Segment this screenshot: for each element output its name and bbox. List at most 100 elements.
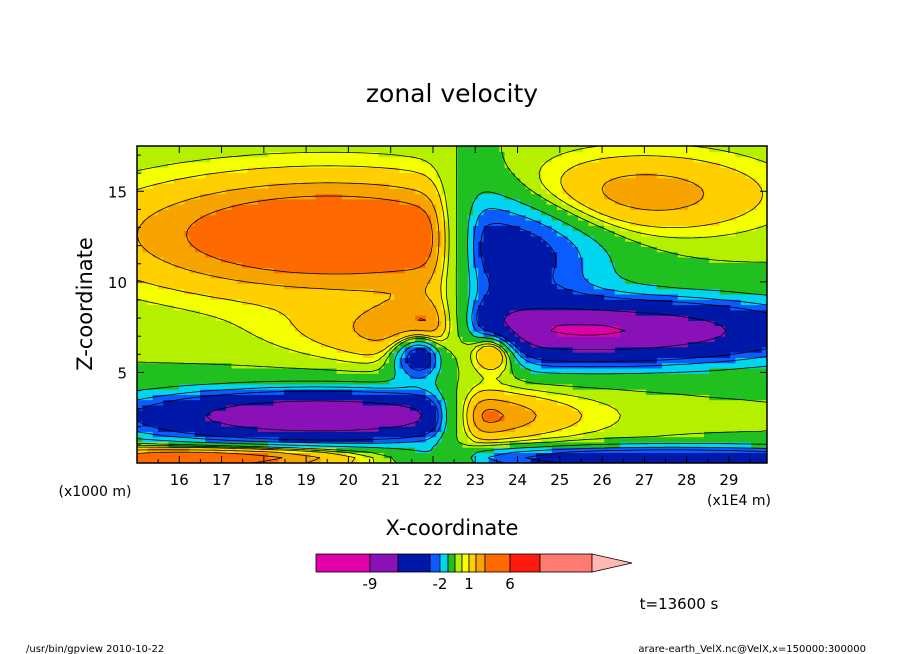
heatmap-cell (751, 404, 758, 411)
heatmap-cell (525, 288, 532, 295)
heatmap-cell (168, 251, 175, 258)
heatmap-cell (263, 267, 269, 274)
heatmap-cell (536, 404, 542, 411)
heatmap-cell (452, 246, 458, 253)
heatmap-cell (530, 383, 537, 390)
heatmap-cell (551, 336, 558, 343)
heatmap-cell (562, 315, 569, 321)
heatmap-cell (215, 341, 222, 348)
heatmap-cell (452, 336, 458, 343)
heatmap-cell (515, 309, 521, 316)
heatmap-cell (205, 404, 212, 411)
heatmap-cell (226, 272, 233, 279)
heatmap-cell (252, 320, 259, 327)
heatmap-cell (719, 283, 726, 290)
heatmap-cell (362, 447, 369, 454)
heatmap-cell (567, 367, 574, 374)
heatmap-cell (473, 241, 479, 247)
heatmap-cell (441, 362, 448, 369)
heatmap-cell (410, 241, 416, 247)
heatmap-cell (284, 399, 290, 406)
heatmap-cell (399, 336, 406, 343)
heatmap-cell (478, 420, 485, 427)
heatmap-cell (278, 383, 285, 390)
heatmap-cell (672, 415, 679, 422)
heatmap-cell (368, 420, 374, 427)
heatmap-cell (630, 262, 637, 269)
heatmap-cell (740, 341, 747, 348)
heatmap-cell (635, 336, 642, 343)
heatmap-cell (378, 325, 385, 332)
heatmap-cell (399, 362, 406, 369)
heatmap-cell (541, 309, 548, 316)
heatmap-cell (541, 299, 548, 306)
heatmap-cell (378, 272, 385, 279)
heatmap-cell (473, 288, 479, 295)
heatmap-cell (452, 278, 458, 284)
heatmap-cell (620, 357, 626, 364)
heatmap-cell (530, 378, 537, 385)
heatmap-cell (751, 357, 758, 364)
heatmap-cell (719, 278, 726, 284)
heatmap-cell (478, 304, 485, 311)
heatmap-cell (667, 320, 674, 327)
heatmap-cell (315, 373, 322, 380)
heatmap-cell (630, 352, 637, 358)
heatmap-cell (420, 420, 427, 427)
heatmap-cell (740, 320, 747, 327)
heatmap-cell (683, 251, 689, 258)
heatmap-cell (173, 251, 180, 258)
heatmap-cell (173, 346, 180, 353)
heatmap-cell (551, 288, 558, 295)
heatmap-cell (341, 357, 348, 364)
heatmap-cell (168, 367, 175, 374)
heatmap-cell (677, 452, 684, 459)
heatmap-cell (252, 367, 259, 374)
heatmap-cell (588, 262, 595, 269)
heatmap-cell (378, 399, 385, 406)
heatmap-cell (546, 320, 553, 327)
heatmap-cell (289, 457, 296, 463)
heatmap-cell (205, 341, 212, 348)
heatmap-cell (310, 293, 317, 300)
heatmap-cell (515, 452, 521, 459)
heatmap-cell (541, 278, 548, 284)
heatmap-cell (420, 426, 427, 432)
heatmap-cell (368, 256, 374, 263)
heatmap-cell (278, 404, 285, 411)
heatmap-cell (221, 256, 227, 263)
heatmap-cell (630, 378, 637, 385)
heatmap-cell (620, 404, 626, 411)
heatmap-cell (315, 452, 322, 459)
heatmap-cell (320, 315, 327, 321)
heatmap-cell (431, 383, 437, 390)
heatmap-cell (604, 410, 611, 417)
heatmap-cell (536, 262, 542, 269)
heatmap-cell (378, 457, 385, 463)
heatmap-cell (257, 267, 264, 274)
heatmap-cell (761, 373, 767, 380)
heatmap-cell (326, 357, 332, 364)
heatmap-cell (142, 373, 149, 380)
heatmap-cell (509, 341, 516, 348)
heatmap-cell (320, 283, 327, 290)
heatmap-cell (242, 288, 248, 295)
heatmap-cell (431, 304, 437, 311)
heatmap-cell (263, 452, 269, 459)
heatmap-cell (609, 426, 616, 432)
heatmap-cell (719, 315, 726, 321)
heatmap-cell (441, 452, 448, 459)
heatmap-cell (530, 256, 537, 263)
heatmap-cell (415, 262, 422, 269)
heatmap-cell (704, 256, 710, 263)
heatmap-cell (625, 256, 632, 263)
heatmap-cell (273, 367, 280, 374)
heatmap-cell (572, 426, 579, 432)
heatmap-cell (462, 251, 469, 258)
heatmap-cell (315, 283, 322, 290)
heatmap-cell (593, 309, 600, 316)
heatmap-cell (142, 404, 149, 411)
heatmap-cell (630, 309, 637, 316)
heatmap-cell (646, 394, 653, 401)
heatmap-cell (389, 241, 395, 247)
